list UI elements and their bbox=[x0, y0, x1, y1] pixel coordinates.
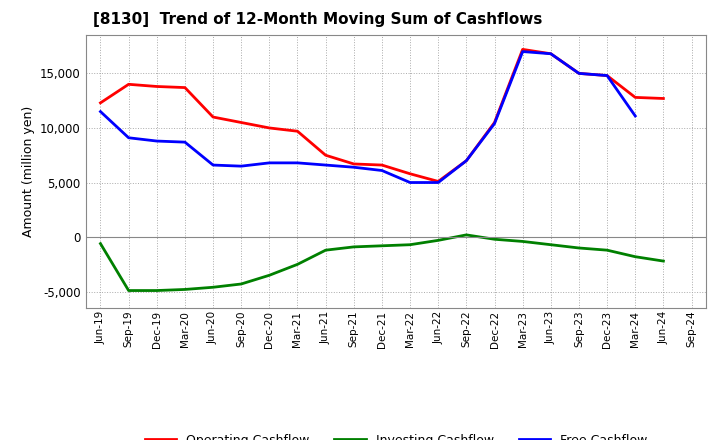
Investing Cashflow bbox=[377, 243, 386, 249]
Operating Cashflow bbox=[321, 153, 330, 158]
Investing Cashflow bbox=[546, 242, 555, 247]
Free Cashflow bbox=[603, 73, 611, 78]
Investing Cashflow bbox=[153, 288, 161, 293]
Investing Cashflow bbox=[96, 241, 105, 246]
Free Cashflow bbox=[265, 160, 274, 165]
Free Cashflow bbox=[181, 139, 189, 145]
Operating Cashflow bbox=[490, 120, 499, 125]
Free Cashflow bbox=[518, 49, 527, 54]
Free Cashflow bbox=[237, 164, 246, 169]
Line: Free Cashflow: Free Cashflow bbox=[101, 51, 635, 183]
Free Cashflow bbox=[462, 158, 471, 163]
Investing Cashflow bbox=[631, 254, 639, 259]
Operating Cashflow bbox=[518, 47, 527, 52]
Investing Cashflow bbox=[603, 248, 611, 253]
Free Cashflow bbox=[349, 165, 358, 170]
Operating Cashflow bbox=[293, 128, 302, 134]
Operating Cashflow bbox=[125, 82, 133, 87]
Investing Cashflow bbox=[181, 287, 189, 292]
Investing Cashflow bbox=[518, 239, 527, 244]
Free Cashflow bbox=[125, 135, 133, 140]
Investing Cashflow bbox=[321, 248, 330, 253]
Operating Cashflow bbox=[631, 95, 639, 100]
Free Cashflow bbox=[321, 162, 330, 168]
Operating Cashflow bbox=[377, 162, 386, 168]
Investing Cashflow bbox=[406, 242, 415, 247]
Investing Cashflow bbox=[349, 244, 358, 249]
Investing Cashflow bbox=[237, 281, 246, 286]
Operating Cashflow bbox=[349, 161, 358, 167]
Operating Cashflow bbox=[462, 158, 471, 163]
Operating Cashflow bbox=[434, 179, 443, 184]
Operating Cashflow bbox=[181, 85, 189, 90]
Operating Cashflow bbox=[406, 171, 415, 176]
Line: Operating Cashflow: Operating Cashflow bbox=[101, 49, 663, 181]
Free Cashflow bbox=[209, 162, 217, 168]
Investing Cashflow bbox=[659, 258, 667, 264]
Investing Cashflow bbox=[125, 288, 133, 293]
Free Cashflow bbox=[96, 109, 105, 114]
Operating Cashflow bbox=[237, 120, 246, 125]
Operating Cashflow bbox=[546, 51, 555, 56]
Free Cashflow bbox=[434, 180, 443, 185]
Free Cashflow bbox=[406, 180, 415, 185]
Investing Cashflow bbox=[490, 237, 499, 242]
Operating Cashflow bbox=[265, 125, 274, 131]
Free Cashflow bbox=[153, 139, 161, 144]
Investing Cashflow bbox=[575, 246, 583, 251]
Investing Cashflow bbox=[209, 285, 217, 290]
Investing Cashflow bbox=[462, 232, 471, 238]
Free Cashflow bbox=[377, 168, 386, 173]
Free Cashflow bbox=[575, 71, 583, 76]
Free Cashflow bbox=[490, 121, 499, 126]
Operating Cashflow bbox=[209, 114, 217, 120]
Free Cashflow bbox=[546, 51, 555, 56]
Investing Cashflow bbox=[434, 238, 443, 243]
Operating Cashflow bbox=[96, 100, 105, 106]
Operating Cashflow bbox=[603, 73, 611, 78]
Y-axis label: Amount (million yen): Amount (million yen) bbox=[22, 106, 35, 237]
Free Cashflow bbox=[631, 114, 639, 119]
Line: Investing Cashflow: Investing Cashflow bbox=[101, 235, 663, 290]
Operating Cashflow bbox=[659, 96, 667, 101]
Operating Cashflow bbox=[153, 84, 161, 89]
Investing Cashflow bbox=[265, 273, 274, 278]
Operating Cashflow bbox=[575, 71, 583, 76]
Investing Cashflow bbox=[293, 262, 302, 267]
Free Cashflow bbox=[293, 160, 302, 165]
Text: [8130]  Trend of 12-Month Moving Sum of Cashflows: [8130] Trend of 12-Month Moving Sum of C… bbox=[93, 12, 542, 27]
Legend: Operating Cashflow, Investing Cashflow, Free Cashflow: Operating Cashflow, Investing Cashflow, … bbox=[140, 429, 652, 440]
